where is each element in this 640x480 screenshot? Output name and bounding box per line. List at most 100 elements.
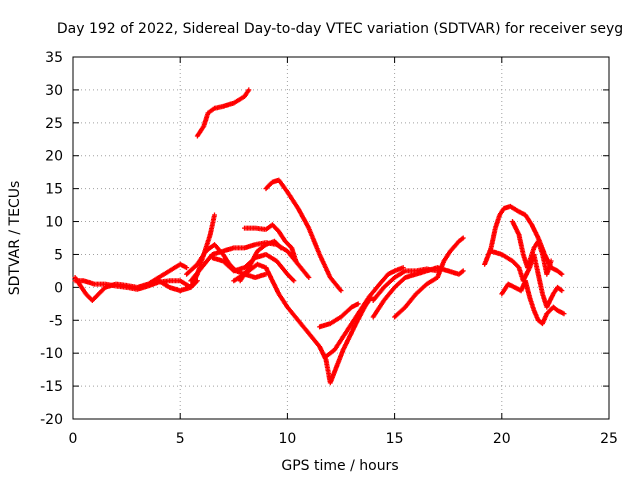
data-point-run xyxy=(295,261,311,279)
data-point xyxy=(434,268,440,274)
x-tick-label: 10 xyxy=(278,431,296,447)
data-point-run xyxy=(447,239,461,254)
y-tick-label: 5 xyxy=(54,247,63,263)
data-point-run xyxy=(492,213,502,231)
series-s12 xyxy=(317,301,361,330)
data-point xyxy=(212,212,218,218)
data-point-run xyxy=(340,335,352,353)
data-point-run xyxy=(263,180,274,192)
axis-ticks: 0 5 10 15 20 25 -20 -15 -10 -5 0 5 10 15 20 25 30 35 xyxy=(40,50,618,447)
data-point-run xyxy=(544,292,556,310)
data-point-run xyxy=(456,269,465,277)
series-s9 xyxy=(242,222,299,264)
data-point xyxy=(338,288,344,294)
data-point-run xyxy=(263,265,275,282)
data-point-run xyxy=(327,275,343,292)
data-point-run xyxy=(220,258,236,273)
series-s13 xyxy=(323,265,406,359)
data-point-run xyxy=(441,249,452,264)
data-point-run xyxy=(499,252,514,263)
data-point-run xyxy=(555,307,566,316)
data-point-run xyxy=(207,214,217,238)
data-point-run xyxy=(497,207,506,218)
data-point-run xyxy=(522,278,532,299)
data-point-run xyxy=(252,272,268,280)
x-tick-label: 0 xyxy=(69,431,78,447)
data-point-run xyxy=(167,262,182,274)
data-point-run xyxy=(274,258,289,276)
y-tick-label: -5 xyxy=(49,313,63,329)
x-tick-label: 20 xyxy=(493,431,511,447)
series-s11 xyxy=(263,177,344,294)
data-points xyxy=(72,87,567,386)
data-point xyxy=(460,268,466,274)
data-point-run xyxy=(381,276,396,290)
data-point-run xyxy=(284,271,296,283)
x-tick-label: 25 xyxy=(600,431,618,447)
data-point-run xyxy=(353,306,367,327)
data-point-run xyxy=(276,291,289,309)
series-s5 xyxy=(188,240,312,284)
data-point-run xyxy=(220,252,232,266)
data-point-run xyxy=(340,322,354,340)
data-point-run xyxy=(392,305,407,320)
data-point-run xyxy=(529,222,541,240)
data-point-run xyxy=(284,189,300,210)
data-point-run xyxy=(156,278,171,289)
data-point-run xyxy=(295,205,311,230)
data-point-run xyxy=(338,305,354,320)
x-tick-label: 15 xyxy=(386,431,404,447)
data-point-run xyxy=(231,272,246,284)
data-point-run xyxy=(96,286,107,297)
y-tick-label: 30 xyxy=(45,83,63,99)
y-tick-label: 0 xyxy=(54,280,63,296)
data-point xyxy=(559,288,565,294)
data-point xyxy=(246,87,252,93)
y-tick-label: 25 xyxy=(45,116,63,132)
data-point-run xyxy=(435,259,446,280)
data-point-run xyxy=(254,243,268,254)
data-point-run xyxy=(505,281,516,290)
data-point xyxy=(559,271,565,277)
data-point-run xyxy=(516,209,527,217)
data-point-run xyxy=(242,262,259,277)
data-point-run xyxy=(269,222,281,233)
data-point-run xyxy=(184,262,199,277)
data-point-run xyxy=(327,315,343,327)
data-point xyxy=(355,301,361,307)
data-point-run xyxy=(327,365,339,386)
data-point-run xyxy=(306,330,322,348)
data-point-run xyxy=(194,250,208,267)
data-point-run xyxy=(349,309,362,327)
data-point-run xyxy=(194,124,206,139)
chart-title: Day 192 of 2022, Sidereal Day-to-day VTE… xyxy=(57,21,623,37)
data-point-run xyxy=(167,284,182,293)
data-point-run xyxy=(510,219,521,236)
y-tick-label: -10 xyxy=(40,346,63,362)
data-point-run xyxy=(370,299,386,320)
data-point-run xyxy=(323,348,336,359)
data-point-run xyxy=(317,252,333,279)
data-point-run xyxy=(392,269,407,280)
data-point-run xyxy=(392,276,407,290)
data-point xyxy=(548,258,554,264)
data-point xyxy=(184,265,190,271)
x-axis-label: GPS time / hours xyxy=(281,458,398,474)
data-point-run xyxy=(555,268,564,276)
data-point-run xyxy=(284,304,300,322)
data-point-run xyxy=(402,292,418,310)
data-point-run xyxy=(555,284,564,293)
data-point-run xyxy=(89,292,101,303)
data-point xyxy=(278,245,284,251)
data-point-run xyxy=(424,275,439,287)
data-point-run xyxy=(488,227,498,251)
grid xyxy=(73,57,609,419)
data-point-run xyxy=(156,269,171,280)
data-point-run xyxy=(550,304,559,313)
data-point-run xyxy=(385,269,396,277)
data-point xyxy=(460,235,466,241)
data-point-run xyxy=(334,348,346,369)
series-s16 xyxy=(370,266,440,303)
data-point-run xyxy=(205,106,216,116)
y-tick-label: -15 xyxy=(40,379,63,395)
